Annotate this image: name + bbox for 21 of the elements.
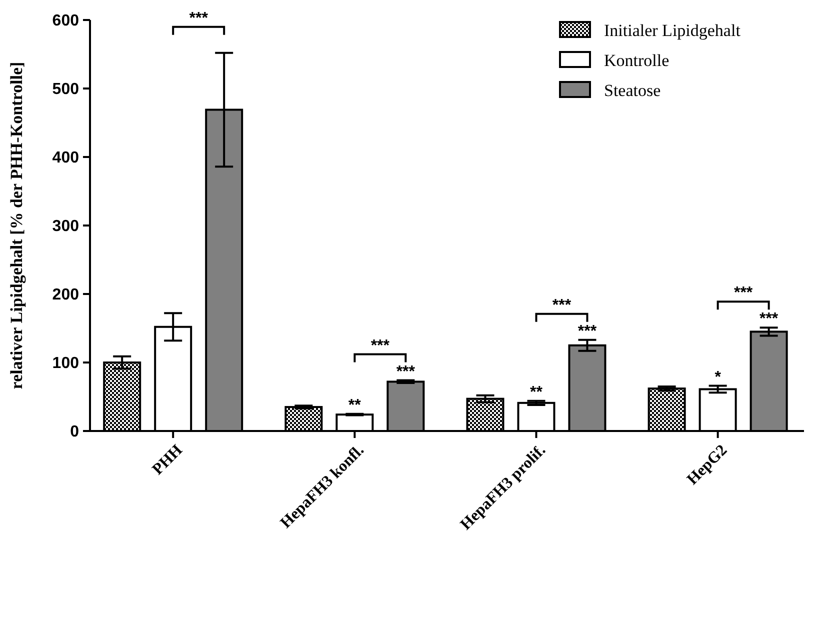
annotation: *** bbox=[370, 337, 390, 354]
annotation: *** bbox=[552, 296, 572, 314]
y-tick-label: 300 bbox=[52, 218, 80, 236]
data-label: *** bbox=[396, 363, 416, 380]
legend-label: Steatose bbox=[604, 80, 661, 100]
y-tick-label: 500 bbox=[52, 81, 80, 98]
legend-label: Kontrolle bbox=[604, 50, 670, 70]
y-axis-title: relativer Lipidgehalt [% der PHH-Kontrolle] bbox=[7, 62, 26, 390]
data-label: ** bbox=[348, 396, 362, 414]
y-tick-label: 200 bbox=[52, 286, 80, 304]
data-label: ** bbox=[530, 384, 544, 401]
annotation: *** bbox=[189, 10, 209, 27]
data-label: *** bbox=[759, 310, 779, 328]
y-tick-label: 600 bbox=[52, 12, 80, 30]
annotation: *** bbox=[734, 284, 754, 302]
legend-label: Initialer Lipidgehalt bbox=[604, 20, 741, 40]
data-label: *** bbox=[578, 322, 598, 340]
data-label: * bbox=[714, 368, 722, 386]
y-tick-label: 100 bbox=[52, 355, 80, 372]
y-tick-label: 400 bbox=[52, 150, 80, 167]
y-tick-label: 0 bbox=[70, 424, 80, 441]
